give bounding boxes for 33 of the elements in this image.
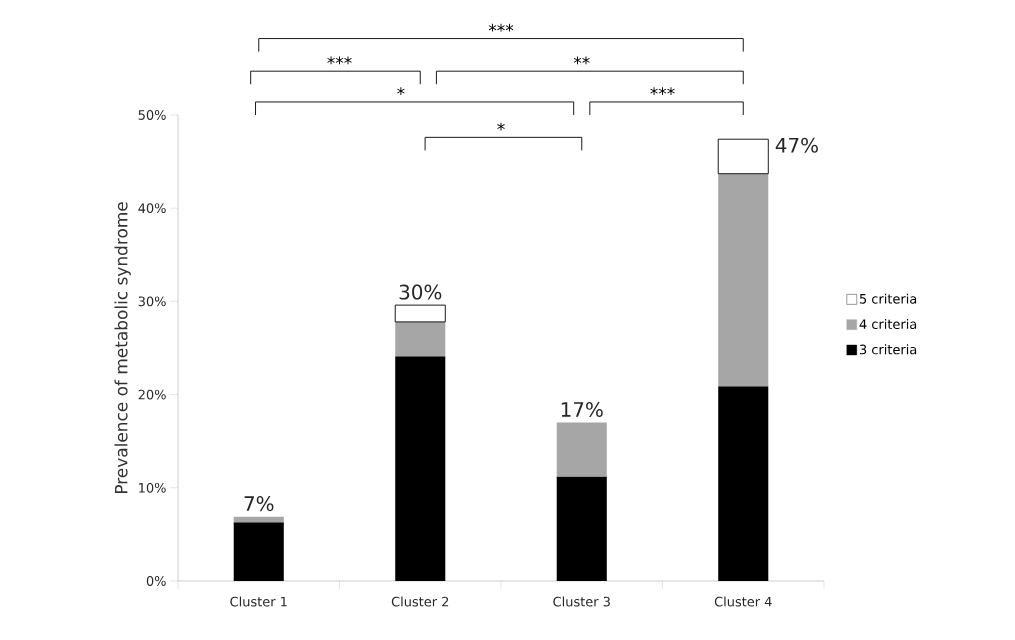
legend-label: 4 criteria <box>859 319 917 330</box>
text: * <box>397 87 405 95</box>
y-axis-title: Prevalence of metabolic syndrome <box>114 202 131 494</box>
total-label: 17% <box>561 401 603 418</box>
y-tick-label: 20% <box>138 389 166 400</box>
legend-label: 3 criteria <box>859 344 917 355</box>
total-label: 47% <box>775 137 818 153</box>
bar <box>718 173 769 387</box>
legend-label: 5 criteria <box>859 293 917 304</box>
bar <box>717 138 769 175</box>
x-tick-label: Cluster 3 <box>553 596 610 607</box>
text: ** <box>573 56 590 65</box>
y-tick-label: 30% <box>138 296 166 307</box>
bar <box>395 356 446 581</box>
bar <box>718 386 769 581</box>
x-tick-label: Cluster 1 <box>230 596 287 607</box>
bar <box>556 476 607 581</box>
y-tick-label: 0% <box>146 576 166 586</box>
x-tick-label: Cluster 2 <box>391 596 449 607</box>
bar <box>395 321 446 357</box>
bar <box>556 422 607 477</box>
text: *** <box>327 56 352 65</box>
bar <box>233 522 284 581</box>
text: *** <box>650 87 675 95</box>
total-label: 7% <box>244 496 274 512</box>
text: *** <box>488 23 514 32</box>
y-tick-label: 10% <box>139 482 166 493</box>
annotation: * <box>497 122 505 131</box>
bar <box>394 304 446 323</box>
x-tick-label: Cluster 4 <box>714 596 772 607</box>
total-label: 30% <box>399 284 442 300</box>
y-tick-label: 50% <box>138 110 166 120</box>
y-tick-label: 40% <box>138 203 166 214</box>
